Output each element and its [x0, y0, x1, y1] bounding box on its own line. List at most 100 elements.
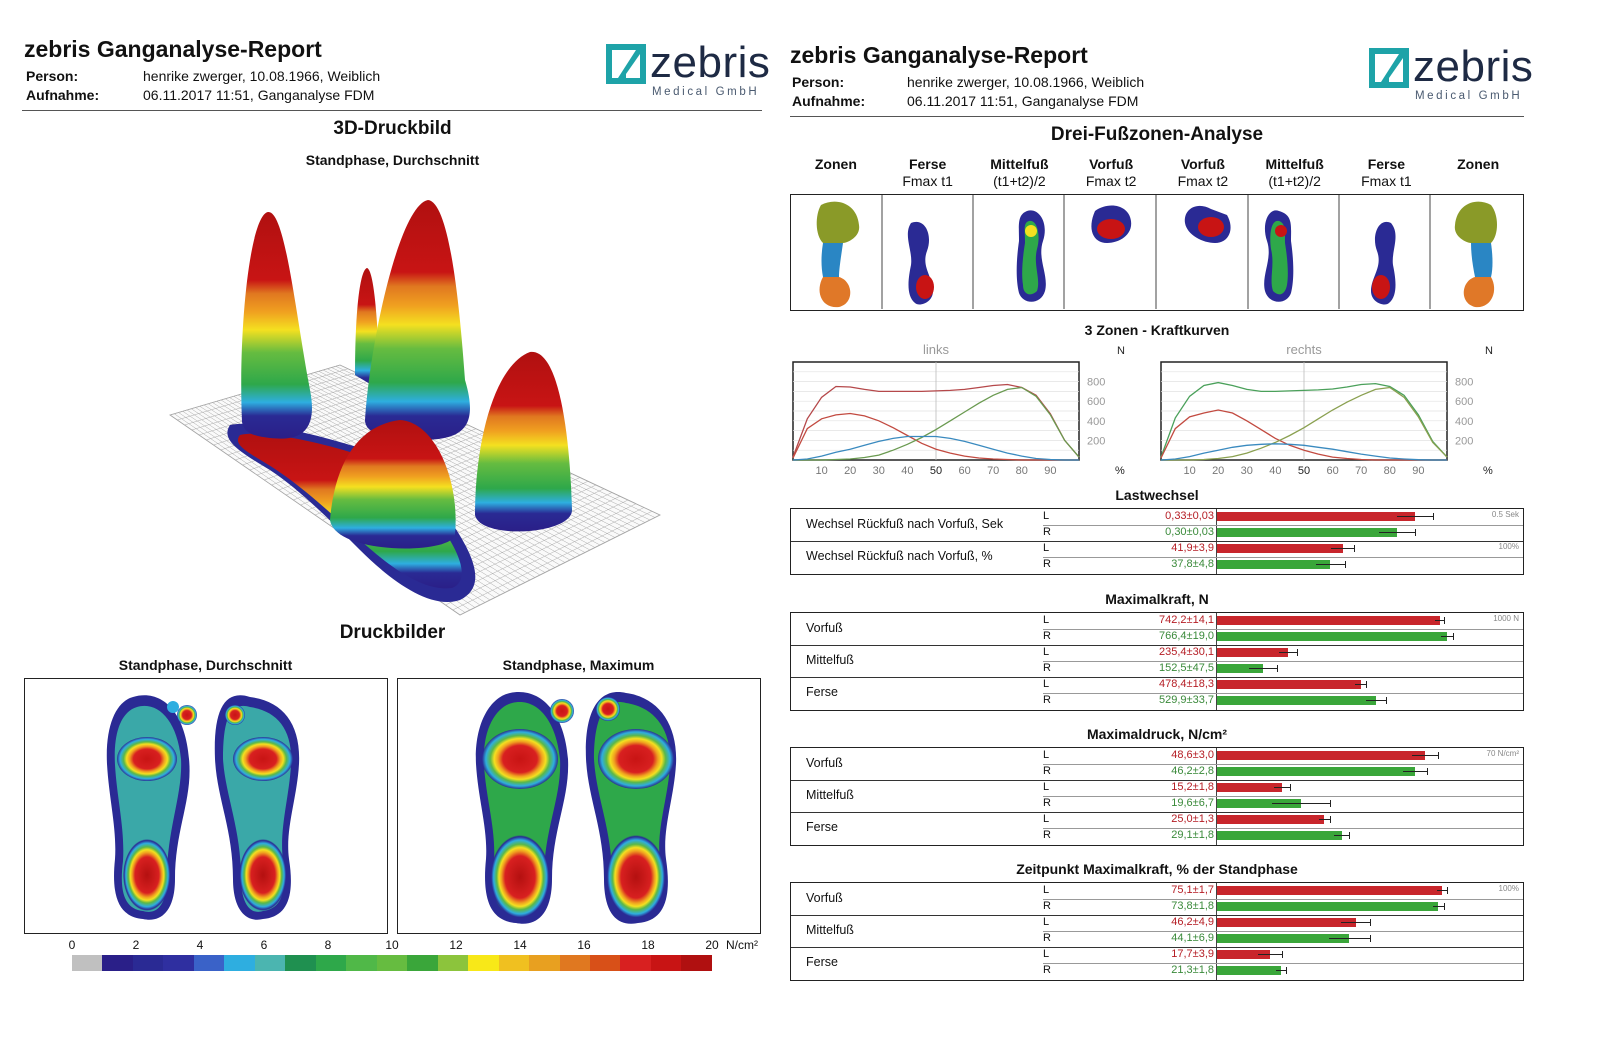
recording-label-2: Aufnahme: — [792, 93, 866, 109]
x-tick-label: 50 — [930, 465, 942, 477]
panel-average-title: Standphase, Durchschnitt — [118, 657, 293, 673]
value-bar — [1217, 799, 1301, 808]
colorbar-swatch — [376, 955, 408, 971]
error-bar — [1441, 633, 1455, 640]
section-pressure-maps-title: Druckbilder — [339, 622, 446, 643]
error-bar — [1275, 967, 1288, 974]
error-bar — [1403, 768, 1428, 775]
zone-header: Mittelfuß (t1+t2)/2 — [1249, 156, 1341, 190]
error-bar — [1379, 529, 1416, 536]
peak-right-heel — [365, 200, 470, 440]
pressure-map-maximum — [397, 678, 761, 934]
meta-block: Person: henrike zwerger, 10.08.1966, Wei… — [26, 68, 526, 108]
section-3d-subtitle: Standphase, Durchschnitt — [305, 152, 480, 168]
colorbar-tick-label: 0 — [68, 938, 76, 952]
x-tick-label: 20 — [844, 465, 856, 477]
row-label: Ferse — [806, 685, 838, 699]
zone-forefoot-left — [1091, 205, 1132, 243]
value-label: 29,1±1,8 — [1171, 829, 1214, 841]
colorbar-swatch — [163, 955, 194, 971]
zebris-logo-mark — [606, 44, 646, 84]
zone-heel-right — [1371, 221, 1396, 305]
footprints-average — [106, 695, 300, 920]
x-tick-label: 80 — [1384, 465, 1396, 477]
force-curve-series — [1160, 409, 1447, 461]
y-tick-label: 800 — [1455, 377, 1473, 389]
zebris-logo-mark-2 — [1369, 48, 1409, 88]
side-label: L — [1043, 749, 1050, 761]
logo-subtitle: Medical GmbH — [652, 86, 760, 98]
zone-header-title: Mittelfuß — [1265, 156, 1324, 172]
zone-header-sub: Fmax t2 — [1177, 173, 1229, 189]
colorbar-swatch — [650, 955, 682, 971]
side-label: L — [1043, 614, 1050, 626]
colorbar-swatch — [559, 955, 590, 971]
zebris-logo-2: zebris Medical GmbH — [1369, 42, 1533, 112]
value-bar — [1217, 696, 1376, 705]
bar-table: Vorfuß 100% L 75,1±1,7 R 73,8±1,8 Mittelfuß L 46… — [790, 882, 1524, 981]
zone-header-sub: (t1+t2)/2 — [1268, 173, 1321, 189]
x-tick-label: 30 — [873, 465, 885, 477]
x-tick-label: 40 — [1269, 465, 1281, 477]
colorbar-swatch — [468, 955, 499, 971]
zebris-logo: zebris Medical GmbH — [606, 38, 770, 108]
side-label: L — [1043, 948, 1050, 960]
recording-value-2: 06.11.2017 11:51, Ganganalyse FDM — [907, 93, 1139, 109]
error-bar — [1433, 903, 1445, 910]
force-curve-series — [792, 435, 1079, 461]
bar-table: Vorfuß 70 N/cm² L 48,6±3,0 R 46,2±2,8 Mittelfu… — [790, 747, 1524, 846]
value-label: 478,4±18,3 — [1159, 678, 1214, 690]
colorbar-tick-label: 6 — [260, 938, 268, 952]
x-tick-label: 50 — [1298, 465, 1310, 477]
value-bar — [1217, 902, 1439, 911]
pressure-3d-plot — [169, 200, 661, 616]
y-tick-label: 600 — [1455, 396, 1473, 408]
row-separator — [1043, 828, 1523, 829]
zone-headers: Zonen Ferse Fmax t1 Mittelfuß (t1+t2)/2 Vorfu… — [790, 156, 1524, 192]
x-tick-label: 40 — [901, 465, 913, 477]
row-separator — [1043, 661, 1523, 662]
x-tick-label: 30 — [1241, 465, 1253, 477]
x-tick-label: 70 — [1355, 465, 1367, 477]
value-bar — [1217, 751, 1426, 760]
x-tick-label: 10 — [815, 465, 827, 477]
force-curve-title: links — [923, 342, 950, 357]
group-separator — [791, 541, 1523, 542]
value-bar — [1217, 560, 1331, 569]
force-curve-series — [1160, 381, 1448, 458]
value-bar — [1217, 966, 1281, 975]
colorbar-swatch — [407, 955, 438, 971]
report-title: zebris Ganganalyse-Report — [24, 36, 322, 62]
zones-right-colored — [1454, 201, 1497, 308]
x-tick-label: 90 — [1412, 465, 1424, 477]
pressure-3d-surface — [227, 200, 572, 602]
recording-label: Aufnahme: — [26, 87, 100, 103]
colorbar-swatch — [254, 955, 286, 971]
colorbar-swatch — [285, 955, 316, 971]
zone-header-sub: Fmax t2 — [1085, 173, 1137, 189]
value-label: 529,9±33,7 — [1159, 694, 1214, 706]
footprints-maximum — [475, 692, 677, 924]
side-label: R — [1043, 558, 1051, 570]
table-title: Maximaldruck, N/cm² — [1086, 726, 1228, 742]
person-label-2: Person: — [792, 74, 845, 90]
row-separator — [1043, 764, 1523, 765]
report-page-right: zebris Ganganalyse-Report Person: henrik… — [790, 0, 1600, 1049]
x-tick-label: 80 — [1016, 465, 1028, 477]
value-bar — [1217, 664, 1263, 673]
header-divider-2 — [790, 116, 1524, 117]
row-separator — [1043, 963, 1523, 964]
side-label: L — [1043, 646, 1050, 658]
side-label: R — [1043, 765, 1051, 777]
zone-header-title: Vorfuß — [1089, 156, 1134, 172]
colorbar-swatch — [132, 955, 164, 971]
row-label: Wechsel Rückfuß nach Vorfuß, Sek — [806, 517, 1004, 531]
value-label: 742,2±14,1 — [1159, 614, 1214, 626]
value-bar — [1217, 886, 1443, 895]
right-foot-maximum — [585, 692, 677, 924]
side-label: L — [1043, 678, 1050, 690]
group-separator — [791, 947, 1523, 948]
value-label: 19,6±6,7 — [1171, 797, 1214, 809]
row-separator — [1043, 899, 1523, 900]
zone-header: Vorfuß Fmax t2 — [1157, 156, 1249, 190]
